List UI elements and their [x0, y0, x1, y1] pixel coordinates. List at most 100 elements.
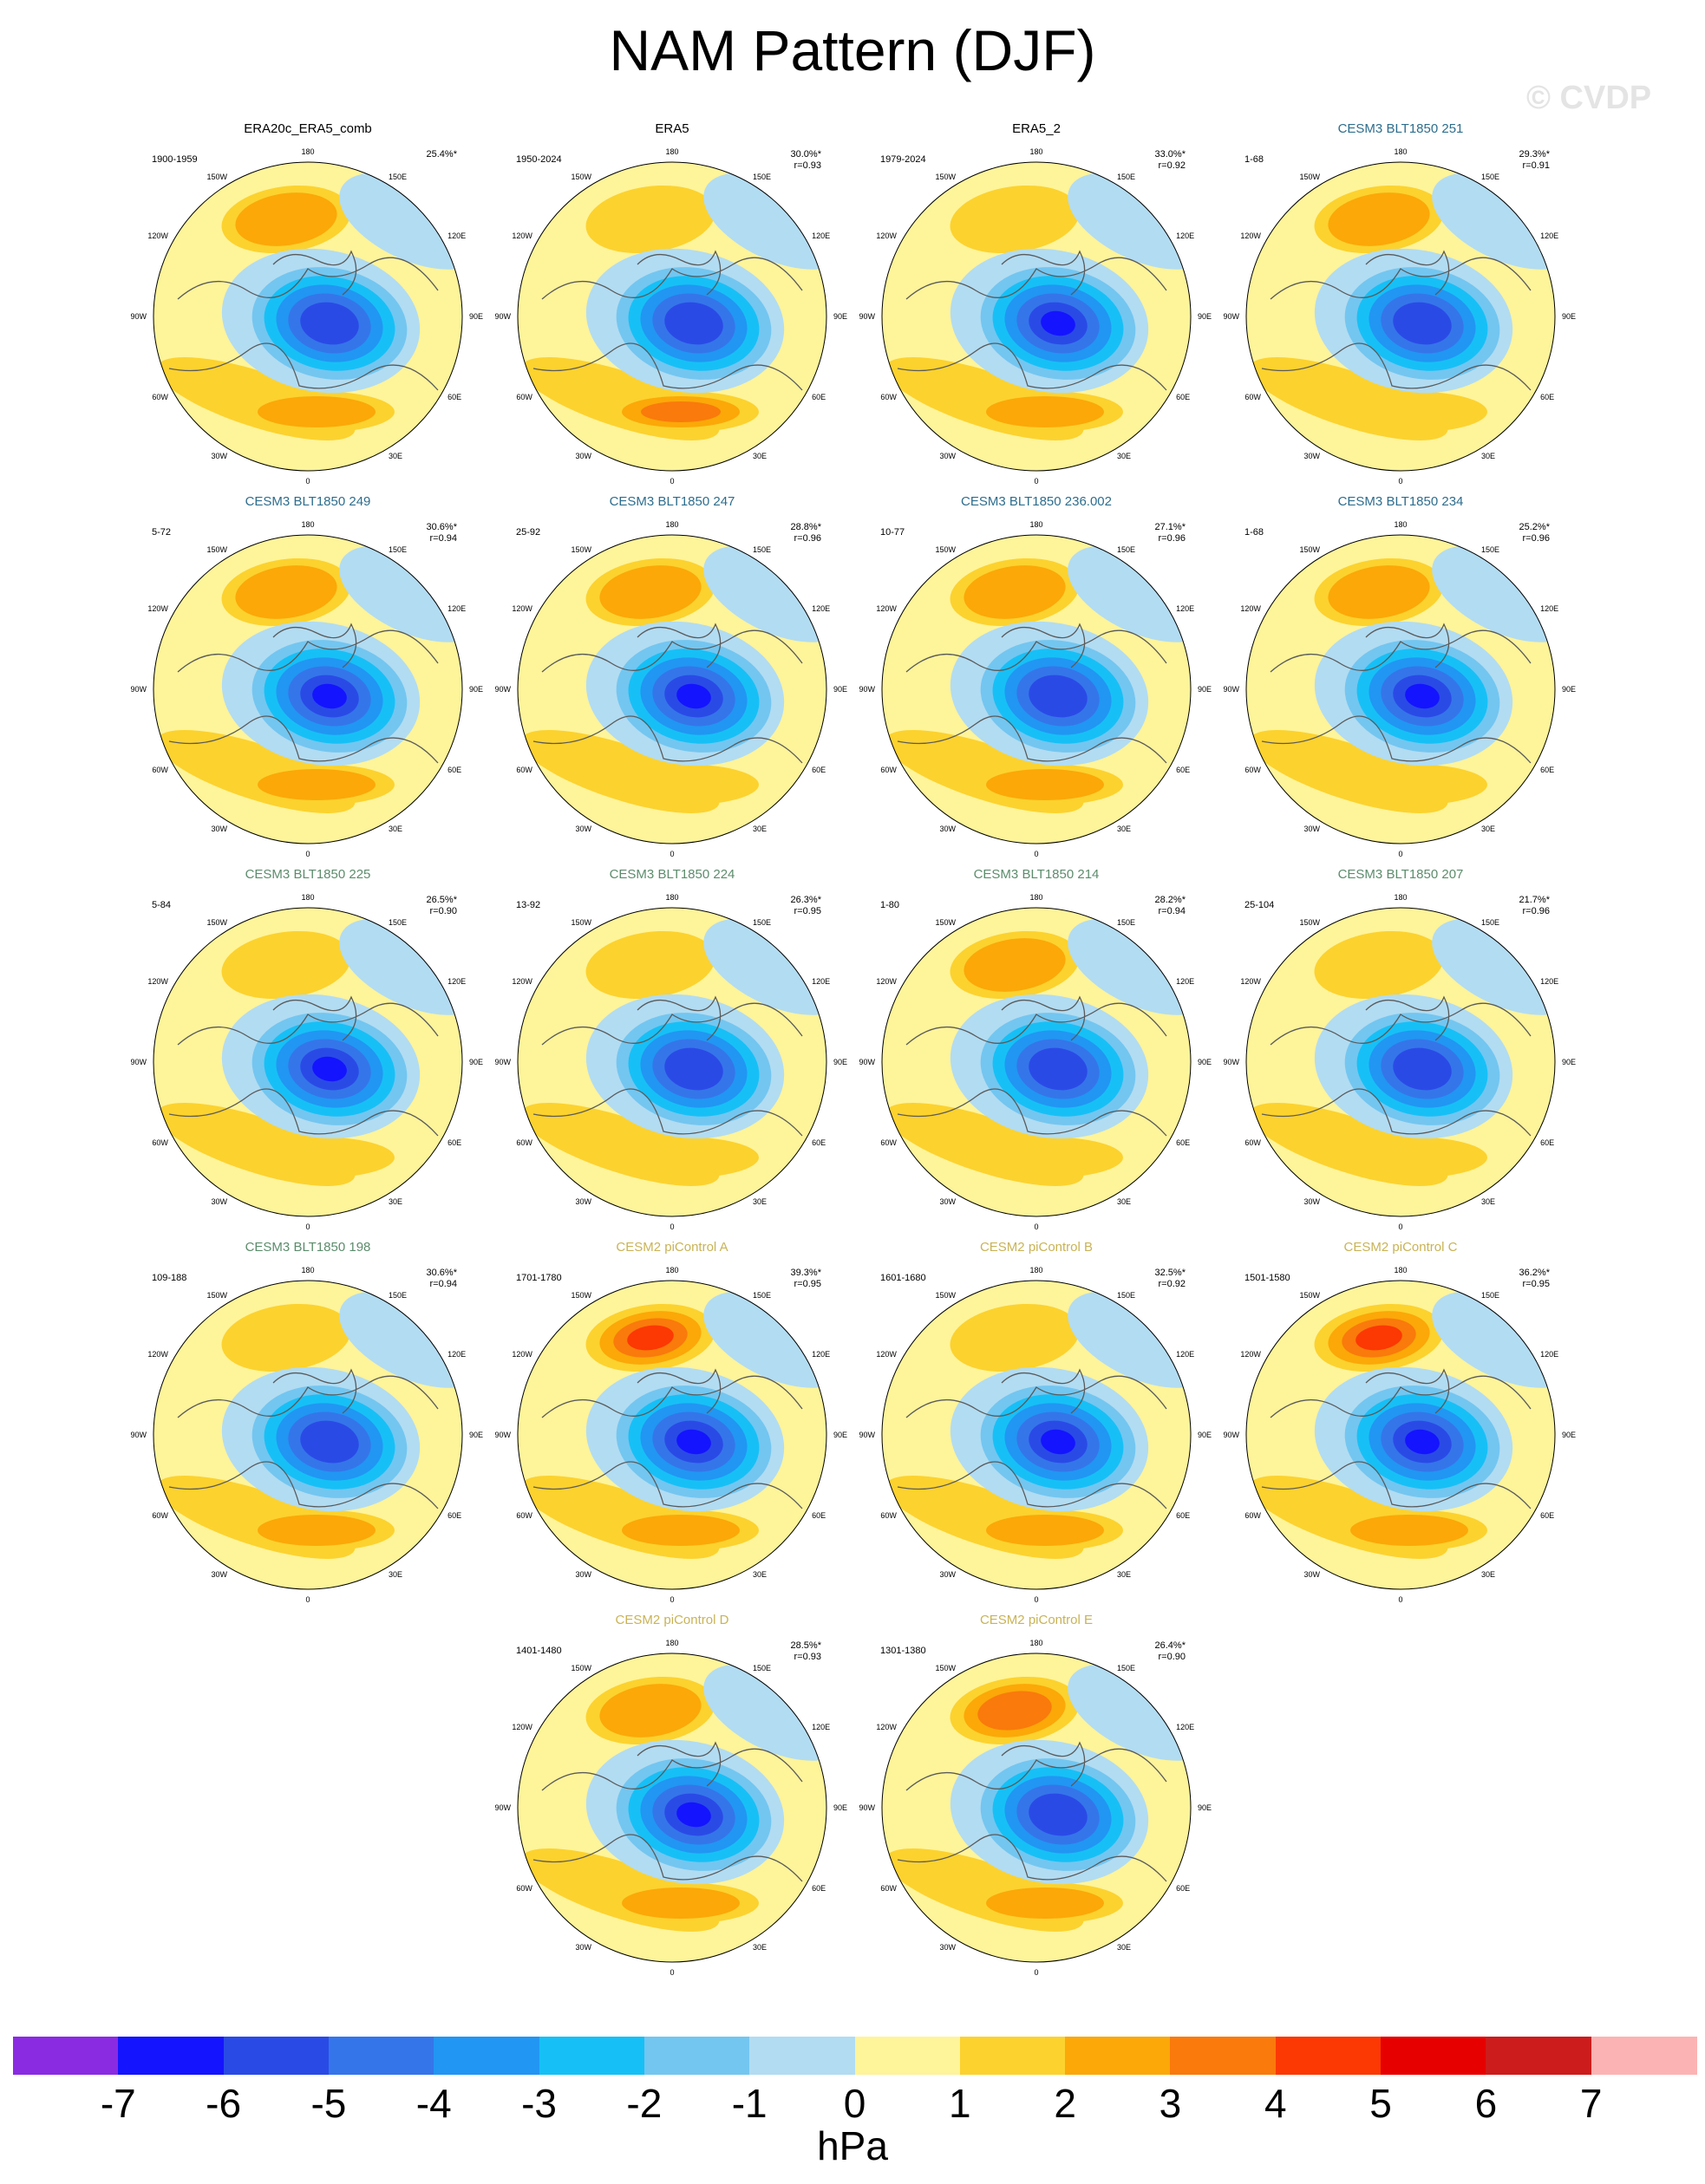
panel-period: 1301-1380: [880, 1646, 926, 1656]
map-longitude-label: 180: [665, 1639, 678, 1647]
panel-period: 1701-1780: [516, 1273, 562, 1283]
map-longitude-label: 90E: [833, 312, 847, 321]
panel-period: 25-92: [516, 527, 541, 538]
map-longitude-label: 120E: [1176, 1350, 1194, 1359]
map-longitude-label: 30W: [211, 452, 227, 460]
colorbar-segment: [1065, 2037, 1171, 2075]
map-longitude-label: 30W: [211, 825, 227, 833]
colorbar-segment: [959, 2037, 1066, 2075]
map-longitude-label: 30W: [939, 1197, 956, 1206]
map-longitude-label: 180: [1394, 1266, 1407, 1275]
map-longitude-label: 120E: [1540, 231, 1558, 240]
panel-title: CESM2 piControl B: [979, 1240, 1094, 1255]
panel-title: CESM3 BLT1850 198: [245, 1240, 371, 1255]
map-longitude-label: 120E: [1176, 604, 1194, 613]
map-longitude-label: 150E: [389, 545, 407, 554]
polar-map: 180 0 30E 30W 60E 60W 90E 90W 120E 120W 150E 150W: [859, 520, 1212, 858]
map-longitude-label: 150W: [935, 173, 956, 181]
map-longitude-label: 0: [1034, 850, 1038, 858]
map-longitude-label: 180: [665, 520, 678, 529]
map-longitude-label: 120W: [512, 1723, 532, 1731]
colorbar-segment: [1381, 2037, 1486, 2075]
map-longitude-label: 60E: [1540, 766, 1554, 774]
colorbar-segment: [539, 2037, 645, 2075]
map-longitude-label: 60W: [516, 1138, 532, 1147]
panel-title: CESM2 piControl C: [1343, 1240, 1458, 1255]
map-longitude-label: 90E: [1562, 685, 1576, 694]
map-longitude-label: 150E: [1481, 918, 1499, 927]
map-longitude-label: 150E: [389, 918, 407, 927]
map-longitude-label: 120W: [876, 1723, 897, 1731]
map-longitude-label: 30W: [575, 825, 591, 833]
panel-variance-explained: 25.4%*: [426, 149, 457, 160]
panel-title: CESM3 BLT1850 214: [973, 867, 1100, 882]
map-longitude-label: 30W: [939, 1570, 956, 1579]
panel-stats: 21.7%* r=0.96: [1519, 895, 1550, 917]
colorbar-tick-label: 5: [1369, 2081, 1392, 2126]
map-longitude-label: 30W: [939, 1943, 956, 1952]
map-longitude-label: 120E: [1176, 1723, 1194, 1731]
panel-period: 10-77: [880, 527, 905, 538]
map-longitude-label: 0: [1034, 1222, 1038, 1231]
panel-period: 5-84: [152, 900, 172, 910]
map-longitude-label: 90W: [130, 1431, 147, 1439]
colorbar-tick-label: -3: [521, 2081, 558, 2126]
map-longitude-label: 0: [305, 477, 310, 486]
polar-map: 180 0 30E 30W 60E 60W 90E 90W 120E 120W 150E 150W: [1223, 893, 1576, 1231]
panel-title: CESM3 BLT1850 247: [609, 494, 735, 509]
map-longitude-label: 90E: [1198, 1058, 1212, 1066]
panel-correlation: r=0.95: [794, 1279, 822, 1289]
map-longitude-label: 90W: [494, 685, 511, 694]
map-longitude-label: 60E: [1176, 393, 1190, 401]
colorbar-segment: [854, 2037, 961, 2075]
map-longitude-label: 150W: [206, 173, 227, 181]
panel-title: ERA20c_ERA5_comb: [244, 121, 372, 136]
map-longitude-label: 30E: [753, 1943, 767, 1952]
map-longitude-label: 90E: [833, 685, 847, 694]
panel-variance-explained: 26.4%*: [1154, 1640, 1186, 1651]
colorbar: [13, 2037, 1697, 2075]
map-longitude-label: 120W: [512, 604, 532, 613]
panel-correlation: r=0.93: [794, 160, 822, 171]
map-longitude-label: 30W: [575, 452, 591, 460]
colorbar-tick-label: 3: [1159, 2081, 1182, 2126]
colorbar-tick-label: 4: [1264, 2081, 1287, 2126]
map-panel: CESM3 BLT1850 225 5-84 26.5%* r=0.90 180 0 30E…: [126, 867, 490, 1231]
map-longitude-label: 90W: [130, 685, 147, 694]
map-longitude-label: 30W: [1303, 452, 1320, 460]
colorbar-segment: [328, 2037, 434, 2075]
map-longitude-label: 0: [1034, 1968, 1038, 1977]
map-longitude-label: 60E: [447, 766, 461, 774]
panel-variance-explained: 39.3%*: [790, 1268, 821, 1278]
map-longitude-label: 60E: [1176, 766, 1190, 774]
map-longitude-label: 180: [1029, 1266, 1042, 1275]
map-longitude-label: 90W: [1223, 1431, 1239, 1439]
map-longitude-label: 30W: [939, 825, 956, 833]
panel-title: CESM2 piControl A: [616, 1240, 728, 1255]
map-longitude-label: 90W: [494, 1803, 511, 1812]
map-longitude-label: 150W: [1299, 1291, 1320, 1300]
panel-period: 1501-1580: [1244, 1273, 1290, 1283]
colorbar-tick-label: 7: [1579, 2081, 1603, 2126]
polar-map: 180 0 30E 30W 60E 60W 90E 90W 120E 120W 150E 150W: [859, 1639, 1212, 1977]
map-panel: CESM3 BLT1850 249 5-72 30.6%* r=0.94 180 0 30E…: [126, 494, 490, 858]
map-longitude-label: 90E: [833, 1803, 847, 1812]
map-longitude-label: 30E: [389, 452, 402, 460]
map-longitude-label: 150E: [389, 173, 407, 181]
panel-variance-explained: 30.0%*: [790, 149, 821, 160]
panel-variance-explained: 28.5%*: [790, 1640, 821, 1651]
map-longitude-label: 150E: [1481, 545, 1499, 554]
panel-stats: 28.2%* r=0.94: [1155, 895, 1186, 917]
map-longitude-label: 30W: [939, 452, 956, 460]
panel-correlation: r=0.90: [1158, 1652, 1186, 1662]
map-longitude-label: 150W: [1299, 173, 1320, 181]
map-longitude-label: 60W: [516, 393, 532, 401]
map-longitude-label: 180: [1029, 1639, 1042, 1647]
map-longitude-label: 120E: [812, 604, 830, 613]
panel-title: CESM2 piControl D: [615, 1613, 729, 1627]
map-panel: ERA5 1950-2024 30.0%* r=0.93 180 0 30E 30W 60E 60…: [490, 121, 854, 486]
panel-correlation: r=0.91: [1522, 160, 1551, 171]
map-longitude-label: 90E: [1198, 685, 1212, 694]
map-longitude-label: 120E: [447, 231, 466, 240]
map-longitude-label: 120W: [512, 231, 532, 240]
